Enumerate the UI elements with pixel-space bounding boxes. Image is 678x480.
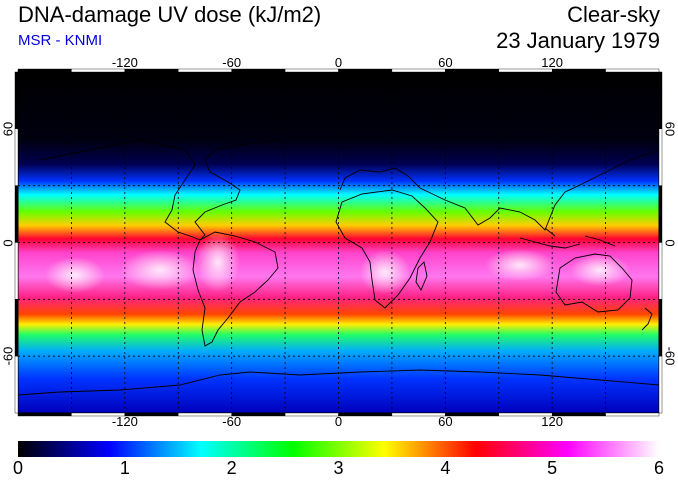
frame-tick — [445, 68, 499, 73]
longitude-label: -60 — [222, 414, 242, 429]
coastlines — [18, 139, 659, 396]
colorbar-tick-label: 1 — [119, 458, 130, 478]
latitude-label: 60 — [0, 121, 16, 137]
frame-tick — [658, 242, 663, 300]
uv-hotspot-australia — [570, 254, 630, 286]
longitude-label: -60 — [222, 55, 242, 70]
frame-tick — [14, 242, 19, 300]
frame-tick — [338, 68, 393, 73]
frame-tick — [658, 71, 663, 130]
longitude-label: 60 — [438, 55, 453, 70]
sky-condition-label: Clear-sky — [567, 2, 660, 27]
coast-antarctica — [18, 369, 659, 396]
longitude-label: 0 — [334, 414, 343, 429]
colorbar-tick-label: 6 — [653, 458, 665, 478]
map-title: DNA-damage UV dose (kJ/m2) — [18, 2, 322, 27]
colorbar-tick-label: 2 — [226, 458, 237, 478]
frame-tick — [17, 68, 72, 73]
frame-tick — [445, 412, 499, 417]
uv-hotspot-east-pacific — [45, 257, 105, 293]
coast-africa — [335, 189, 439, 309]
frame-tick — [605, 412, 660, 417]
colorbar-tick-label: 5 — [547, 458, 558, 478]
source-label: MSR - KNMI — [18, 32, 103, 49]
coast-europe — [339, 167, 421, 191]
colorbar-tick-label: 0 — [12, 458, 24, 478]
frame-tick — [14, 128, 19, 186]
colorbar-tick-label: 4 — [440, 458, 451, 478]
frame-tick — [14, 355, 19, 414]
colorbar — [18, 441, 659, 457]
uv-hotspot-africa — [360, 250, 410, 294]
frame-tick — [284, 412, 339, 417]
frame-tick — [17, 412, 72, 417]
longitude-label: 0 — [334, 55, 343, 70]
frame-tick — [338, 412, 393, 417]
frame-tick — [658, 355, 663, 414]
latitude-label: 0 — [662, 238, 678, 247]
longitude-label: 60 — [438, 414, 453, 429]
longitude-label: -120 — [111, 55, 138, 70]
frame-tick — [658, 185, 663, 243]
latitude-label: -60 — [0, 346, 16, 366]
graticule — [18, 72, 659, 413]
coast-north-america — [39, 139, 281, 241]
latitude-label: -60 — [662, 346, 678, 366]
coast-new-zealand — [641, 307, 653, 331]
latitude-label: 0 — [0, 238, 16, 247]
coast-australia — [555, 253, 633, 313]
frame-tick — [14, 71, 19, 130]
longitude-label: 120 — [541, 55, 564, 70]
coast-south-america — [192, 231, 279, 347]
longitude-label: 120 — [541, 414, 564, 429]
coast-asia — [419, 149, 659, 231]
longitude-label: -120 — [111, 414, 138, 429]
uv-hotspot-indian-ocean — [485, 249, 555, 281]
coast-madagascar — [415, 261, 428, 291]
frame-tick — [14, 185, 19, 243]
latitude-label: 60 — [662, 121, 678, 137]
uv-hotspot-south-america — [196, 232, 240, 292]
frame-tick — [284, 68, 339, 73]
frame-ticks — [14, 68, 663, 417]
date-label: 23 January 1979 — [496, 28, 660, 53]
coast-indonesia — [519, 227, 616, 249]
frame-tick — [605, 68, 660, 73]
frame-tick — [658, 128, 663, 186]
uv-hotspot-pacific — [120, 250, 200, 290]
colorbar-tick-label: 3 — [333, 458, 344, 478]
